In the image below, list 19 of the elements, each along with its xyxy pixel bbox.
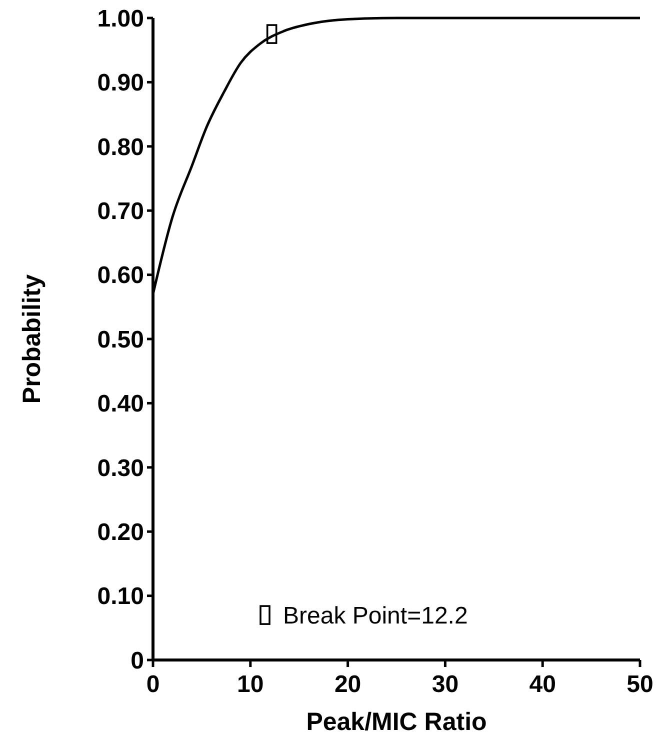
y-tick-label: 0.40	[97, 390, 144, 418]
y-tick-label: 0.60	[97, 262, 144, 290]
y-tick-label: 0.70	[97, 198, 144, 225]
y-tick-label: 0.80	[97, 134, 144, 161]
y-tick-label: 0.10	[97, 583, 144, 610]
x-tick-label: 50	[626, 671, 654, 698]
y-tick-label: 0.90	[97, 70, 144, 97]
y-tick-label: 0	[130, 647, 144, 674]
y-axis-title: Probability	[18, 274, 46, 404]
y-tick-label: 0.20	[97, 519, 144, 546]
x-tick-label: 20	[334, 671, 362, 698]
x-tick-label: 30	[432, 671, 459, 698]
y-tick-label: 1.00	[97, 5, 144, 32]
x-tick-label: 40	[529, 671, 556, 698]
legend-label: Break Point=12.2	[283, 602, 468, 630]
x-axis-title: Peak/MIC Ratio	[306, 708, 487, 736]
y-tick-label: 0.50	[97, 326, 144, 354]
y-tick-label: 0.30	[97, 454, 144, 482]
x-tick-label: 10	[237, 671, 264, 698]
